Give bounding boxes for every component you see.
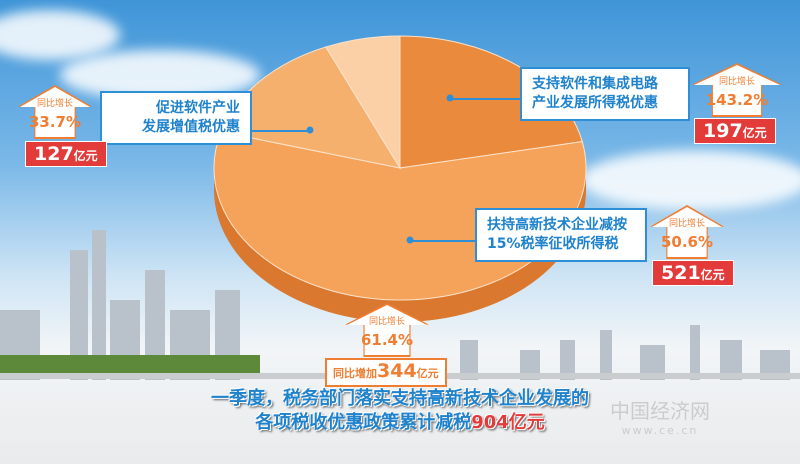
yoy-label: 同比增长 xyxy=(718,77,755,87)
yoy-label: 同比增长 xyxy=(668,219,705,229)
value-badge: 521亿元 xyxy=(652,260,734,286)
growth-percent: 143.2% xyxy=(705,91,769,109)
label-line: 促进软件产业 xyxy=(156,100,240,116)
label-line: 产业发展所得税优惠 xyxy=(532,95,658,111)
label-line: 发展增值税优惠 xyxy=(142,119,240,135)
growth-percent: 33.7% xyxy=(28,113,82,131)
headline-line1: 一季度，税务部门落实支持高新技术企业发展的 xyxy=(211,388,589,409)
cloud xyxy=(580,150,800,210)
growth-arrow: 同比增长 143.2% xyxy=(692,63,782,117)
growth-arrow: 同比增长 61.4% xyxy=(345,303,429,357)
label-line: 15%税率征收所得税 xyxy=(487,236,619,252)
pie-slice-3 xyxy=(325,35,401,170)
label-line: 支持软件和集成电路 xyxy=(532,76,658,92)
value-badge: 197亿元 xyxy=(694,118,776,144)
label-box-software-vat: 促进软件产业 发展增值税优惠 xyxy=(100,91,252,145)
total-increase-badge: 同比增加344亿元 xyxy=(325,358,447,387)
growth-arrow: 同比增长 33.7% xyxy=(18,85,92,139)
yoy-label: 同比增长 xyxy=(368,317,405,327)
pie-slice-0 xyxy=(399,35,583,169)
yoy-label: 同比增长 xyxy=(36,99,73,109)
city-skyline xyxy=(0,230,800,380)
label-box-ic-income-tax: 支持软件和集成电路 产业发展所得税优惠 xyxy=(520,67,690,121)
label-box-hitech-income-tax: 扶持高新技术企业减按 15%税率征收所得税 xyxy=(475,208,647,262)
leader-line xyxy=(450,98,520,100)
label-line: 扶持高新技术企业减按 xyxy=(487,217,627,233)
growth-percent: 50.6% xyxy=(660,233,714,251)
watermark: 中国经济网 www.ce.cn xyxy=(610,399,710,437)
growth-percent: 61.4% xyxy=(360,331,414,349)
cloud xyxy=(0,10,120,60)
growth-arrow: 同比增长 50.6% xyxy=(650,205,724,259)
headline-line2: 各项税收优惠政策累计减税904亿元 xyxy=(255,412,545,433)
value-badge: 127亿元 xyxy=(25,141,107,167)
leader-line xyxy=(250,130,310,132)
leader-line xyxy=(410,240,475,242)
pie-depth xyxy=(214,168,586,322)
